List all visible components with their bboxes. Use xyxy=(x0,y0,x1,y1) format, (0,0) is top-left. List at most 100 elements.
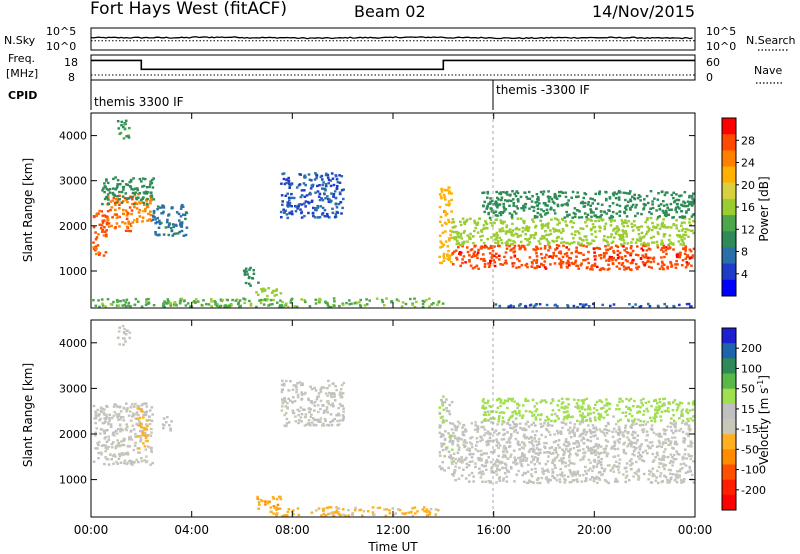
range-gate-cell xyxy=(409,297,412,301)
range-gate-cell xyxy=(687,470,690,473)
range-gate-cell xyxy=(95,213,98,216)
range-gate-cell xyxy=(300,210,304,213)
range-gate-cell xyxy=(657,465,661,469)
range-gate-cell xyxy=(445,222,448,226)
range-gate-cell xyxy=(597,412,600,415)
range-gate-cell xyxy=(613,444,616,448)
range-gate-cell xyxy=(582,431,586,434)
range-gate-cell xyxy=(489,197,492,200)
range-gate-cell xyxy=(692,201,695,204)
range-gate-cell xyxy=(137,460,140,464)
range-gate-cell xyxy=(510,199,513,203)
range-gate-cell xyxy=(470,436,474,439)
range-gate-cell xyxy=(655,218,659,221)
range-gate-cell xyxy=(656,223,660,227)
range-gate-cell xyxy=(680,413,683,416)
range-gate-cell xyxy=(332,392,336,395)
range-gate-cell xyxy=(118,326,121,329)
range-gate-cell xyxy=(510,231,514,234)
range-gate-cell xyxy=(103,214,107,217)
range-gate-cell xyxy=(509,239,512,242)
range-gate-cell xyxy=(112,462,115,465)
range-gate-cell xyxy=(194,298,198,301)
range-gate-cell xyxy=(641,428,644,431)
range-gate-cell xyxy=(551,399,555,402)
range-gate-cell xyxy=(639,406,642,409)
nsearch-label: N.Search xyxy=(746,34,796,47)
range-gate-cell xyxy=(454,465,457,468)
range-gate-cell xyxy=(161,423,165,426)
nsky-tick-top: 10^5 xyxy=(46,25,76,38)
range-gate-cell xyxy=(604,410,607,414)
range-gate-cell xyxy=(502,191,505,194)
range-gate-cell xyxy=(276,507,280,510)
range-gate-cell xyxy=(313,404,317,407)
range-gate-cell xyxy=(347,509,350,512)
range-gate-cell xyxy=(444,211,447,214)
range-gate-cell xyxy=(617,191,620,194)
range-gate-cell xyxy=(443,437,447,441)
range-gate-cell xyxy=(663,193,667,197)
range-gate-cell xyxy=(172,232,176,236)
range-gate-cell xyxy=(629,252,633,255)
range-gate-cell xyxy=(486,190,490,194)
range-gate-cell xyxy=(101,219,105,222)
range-gate-cell xyxy=(119,427,123,430)
range-gate-cell xyxy=(243,273,247,276)
range-gate-cell xyxy=(547,249,550,252)
range-gate-cell xyxy=(451,230,454,233)
range-gate-cell xyxy=(513,210,516,213)
range-gate-cell xyxy=(453,424,457,428)
range-gate-cell xyxy=(591,264,594,267)
range-gate-cell xyxy=(611,262,615,265)
range-gate-cell xyxy=(448,239,451,242)
range-gate-cell xyxy=(511,222,514,226)
range-gate-cell xyxy=(137,405,141,408)
range-gate-cell xyxy=(615,203,619,206)
range-gate-cell xyxy=(119,299,122,303)
range-gate-cell xyxy=(119,418,122,421)
range-gate-cell xyxy=(543,441,546,445)
range-gate-cell xyxy=(506,193,509,196)
range-gate-cell xyxy=(249,302,253,305)
range-gate-cell xyxy=(321,178,324,181)
range-gate-cell xyxy=(493,431,496,434)
range-gate-cell xyxy=(517,200,520,203)
range-gate-cell xyxy=(610,246,613,249)
range-gate-cell xyxy=(447,466,450,470)
range-gate-cell xyxy=(330,172,334,175)
range-gate-cell xyxy=(286,201,290,204)
range-gate-cell xyxy=(522,209,526,212)
range-gate-cell xyxy=(179,215,183,218)
range-gate-cell xyxy=(114,203,117,206)
range-gate-cell xyxy=(597,459,601,462)
range-gate-cell xyxy=(502,411,506,415)
range-gate-cell xyxy=(685,210,688,213)
range-gate-cell xyxy=(571,262,575,265)
range-gate-cell xyxy=(133,405,136,408)
range-gate-cell xyxy=(329,184,333,188)
range-gate-cell xyxy=(651,467,655,470)
range-gate-cell xyxy=(681,259,685,262)
range-gate-cell xyxy=(317,195,321,198)
range-gate-cell xyxy=(123,222,127,225)
range-gate-cell xyxy=(340,404,343,408)
range-gate-cell xyxy=(104,417,108,421)
range-gate-cell xyxy=(114,226,117,229)
range-gate-cell xyxy=(469,437,472,440)
range-gate-cell xyxy=(556,474,559,477)
range-gate-cell xyxy=(138,215,142,218)
range-gate-cell xyxy=(337,202,341,206)
range-gate-cell xyxy=(339,391,342,394)
range-gate-cell xyxy=(524,397,527,401)
range-gate-cell xyxy=(94,245,98,248)
range-gate-cell xyxy=(444,240,448,243)
range-gate-cell xyxy=(452,263,455,266)
range-gate-cell xyxy=(514,428,517,432)
colorbar-swatch xyxy=(722,263,736,281)
range-gate-cell xyxy=(553,202,556,205)
range-gate-cell xyxy=(514,463,518,466)
range-gate-cell xyxy=(564,423,568,426)
range-gate-cell xyxy=(555,197,559,200)
range-gate-cell xyxy=(553,477,557,480)
